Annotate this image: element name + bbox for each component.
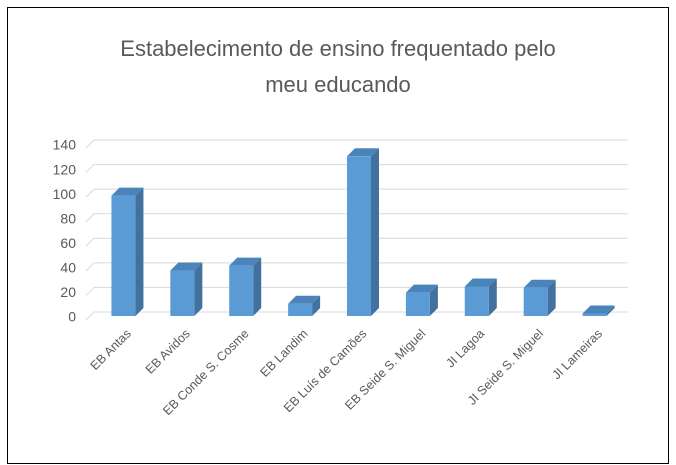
y-tick-label: 60 bbox=[60, 235, 76, 251]
bar-side bbox=[194, 262, 203, 316]
grid-line-side bbox=[85, 287, 95, 296]
bar-side bbox=[429, 284, 438, 316]
grid-line-side bbox=[85, 188, 95, 198]
bar bbox=[111, 195, 136, 316]
y-tick-label: 120 bbox=[53, 161, 77, 177]
bar-side bbox=[606, 305, 615, 316]
y-tick-label: 0 bbox=[68, 309, 76, 325]
bar-top bbox=[464, 278, 497, 287]
bar-top bbox=[288, 295, 321, 304]
grid-line-side bbox=[85, 311, 95, 321]
bar bbox=[229, 265, 254, 316]
bar-side bbox=[371, 148, 379, 316]
y-tick-label: 40 bbox=[60, 260, 76, 276]
chart-title: Estabelecimento de ensino frequentado pe… bbox=[120, 36, 555, 97]
bar-side bbox=[312, 295, 321, 316]
bar-top bbox=[170, 262, 203, 271]
bar-side bbox=[253, 257, 262, 316]
bar bbox=[582, 313, 607, 316]
bar-side bbox=[547, 279, 556, 316]
bar-side bbox=[135, 187, 144, 316]
y-tick-label: 80 bbox=[60, 210, 76, 226]
bar-side bbox=[488, 278, 497, 316]
bar bbox=[464, 286, 489, 316]
y-tick-label: 20 bbox=[60, 284, 76, 300]
bar bbox=[405, 292, 430, 316]
bar bbox=[170, 270, 195, 316]
bar-top bbox=[347, 148, 379, 157]
y-tick-label: 100 bbox=[53, 186, 77, 202]
grid-line-side bbox=[85, 139, 95, 149]
bar-top bbox=[405, 284, 438, 293]
grid-line-side bbox=[85, 213, 95, 223]
bar bbox=[523, 287, 548, 316]
bar-top bbox=[111, 187, 144, 196]
bar bbox=[347, 156, 371, 316]
grid-line-side bbox=[85, 262, 95, 272]
bar-top bbox=[523, 279, 556, 288]
bar bbox=[288, 303, 313, 316]
bar-top bbox=[229, 257, 262, 266]
grid-line-side bbox=[85, 237, 95, 247]
grid-line-side bbox=[85, 164, 95, 173]
bar-top bbox=[582, 305, 615, 314]
y-tick-label: 140 bbox=[53, 137, 77, 153]
